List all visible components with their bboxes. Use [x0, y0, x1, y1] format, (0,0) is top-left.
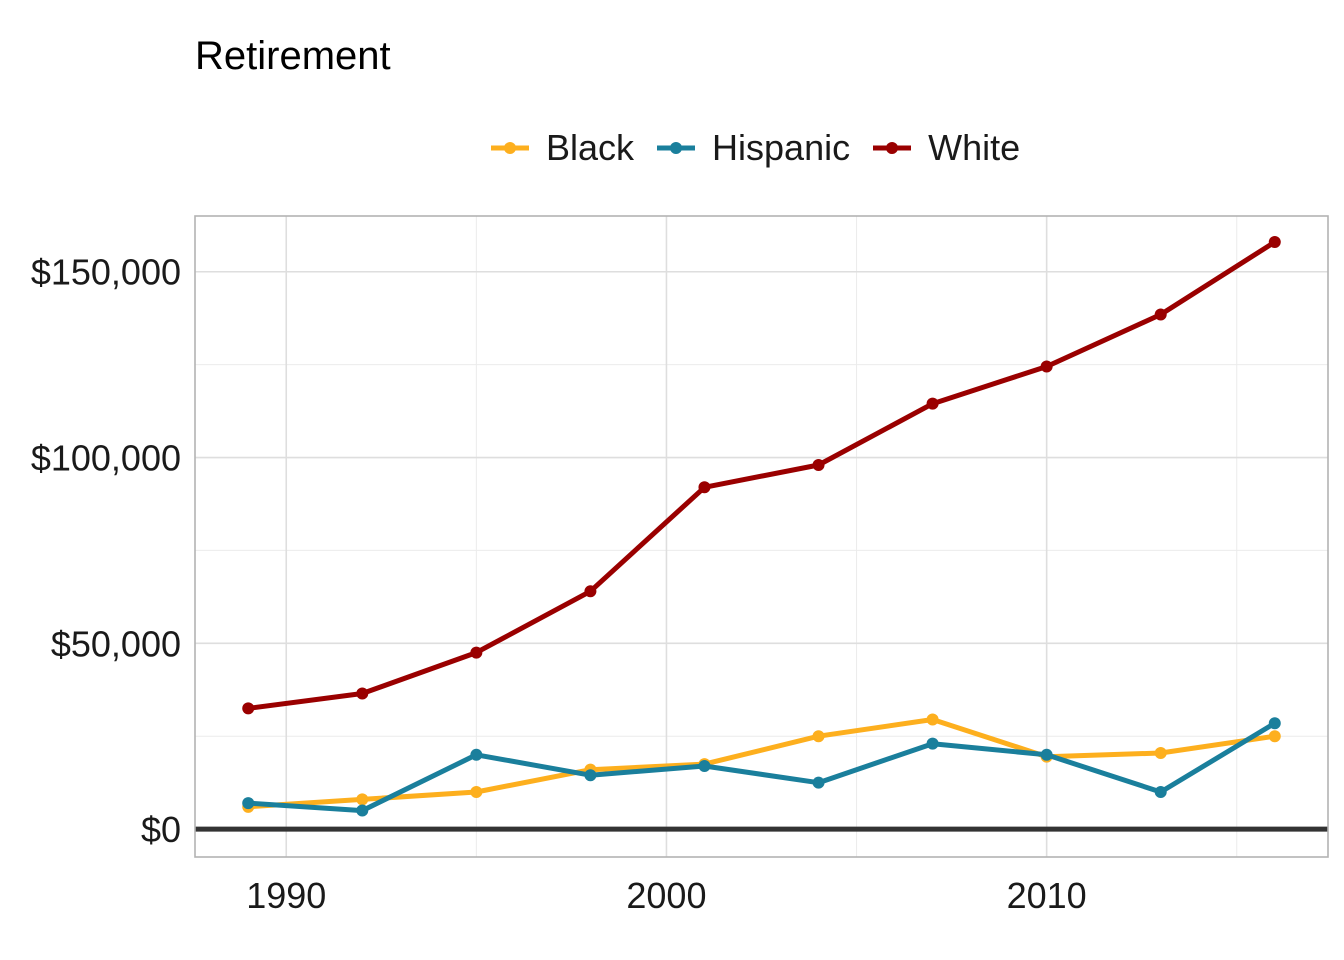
legend-item-hispanic: Hispanic	[654, 127, 850, 169]
legend-key-white	[873, 142, 912, 154]
data-point-white	[1040, 360, 1053, 373]
series-line-black	[245, 717, 1278, 810]
legend-label-hispanic: Hispanic	[712, 127, 851, 168]
data-point-black	[926, 713, 939, 726]
data-point-white	[356, 687, 369, 700]
data-point-black	[1154, 746, 1167, 759]
data-point-white	[584, 585, 597, 598]
x-tick-label: 2000	[626, 875, 706, 916]
y-tick-label: $100,000	[31, 438, 181, 479]
legend-key-hispanic	[657, 142, 696, 154]
data-point-white	[926, 397, 939, 410]
chart-title: Retirement	[195, 34, 391, 78]
y-tick-label: $0	[141, 809, 181, 850]
data-point-hispanic	[812, 776, 825, 789]
data-point-hispanic	[1040, 748, 1053, 761]
data-point-black	[356, 793, 369, 806]
legend-label-white: White	[928, 127, 1021, 168]
y-tick-label: $50,000	[51, 623, 181, 664]
x-tick-label: 1990	[246, 875, 326, 916]
legend-item-white: White	[870, 127, 1020, 169]
data-point-white	[1268, 236, 1281, 249]
series-line-hispanic	[245, 720, 1278, 814]
series-line-white	[245, 239, 1278, 711]
data-point-hispanic	[356, 804, 369, 817]
data-point-hispanic	[1154, 785, 1167, 798]
data-point-white	[1154, 308, 1167, 321]
data-point-black	[812, 730, 825, 743]
y-tick-label: $150,000	[31, 252, 181, 293]
data-point-hispanic	[242, 797, 255, 810]
data-point-white	[242, 702, 255, 715]
legend-item-black: Black	[488, 127, 634, 169]
data-point-hispanic	[698, 759, 711, 772]
data-point-hispanic	[470, 748, 483, 761]
legend-key-black	[491, 142, 529, 154]
data-point-white	[812, 458, 825, 471]
data-point-black	[1268, 730, 1281, 743]
data-point-hispanic	[1268, 717, 1281, 730]
panel-border	[194, 215, 1329, 858]
legend-label-black: Black	[546, 127, 635, 168]
data-point-white	[470, 646, 483, 659]
data-point-black	[470, 785, 483, 798]
data-point-hispanic	[926, 737, 939, 750]
data-point-white	[698, 481, 711, 494]
x-tick-label: 2010	[1007, 875, 1087, 916]
data-point-hispanic	[584, 769, 597, 782]
chart-legend: Black Hispanic White	[488, 126, 1040, 170]
